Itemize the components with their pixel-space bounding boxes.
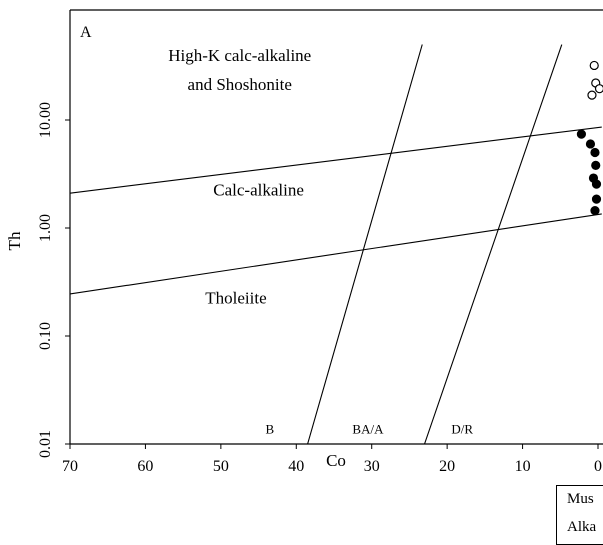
x-tick-label: 30	[364, 458, 380, 475]
open-circle-point	[594, 84, 603, 94]
field-label: Tholeiite	[205, 288, 266, 307]
boundary-line	[423, 44, 563, 444]
x-axis-title: Co	[326, 451, 346, 470]
legend-entry: Mus	[567, 491, 594, 507]
filled-circle-point	[590, 147, 600, 158]
x-tick-label: 60	[137, 458, 153, 475]
x-tick-label: 10	[515, 458, 531, 475]
filled-circle-point	[576, 129, 587, 139]
boundary-line	[70, 126, 602, 194]
field-label: High-K calc-alkaline	[168, 46, 311, 65]
y-tick-label: 0.10	[37, 322, 54, 350]
field-boundaries	[70, 44, 602, 444]
boundary-line	[70, 213, 602, 295]
y-tick-label: 10.00	[37, 102, 54, 138]
region-label: B	[266, 422, 275, 437]
filled-circle-point	[591, 194, 602, 204]
y-axis-title: Th	[5, 231, 24, 250]
field-labels: High-K calc-alkaline and Shoshonite Calc-a…	[168, 46, 473, 436]
open-circle-point	[589, 60, 599, 71]
x-tick-label: 50	[213, 458, 229, 475]
x-tick-label: 40	[288, 458, 304, 475]
filled-circle-point	[590, 205, 600, 216]
region-label: D/R	[451, 422, 473, 437]
y-ticks: 0.01 0.10 1.00 10.00	[37, 102, 70, 458]
open-circle-point	[587, 90, 597, 100]
x-tick-label: 20	[439, 458, 455, 475]
filled-circle-point	[591, 160, 601, 170]
y-tick-label: 0.01	[37, 430, 54, 458]
field-label: and Shoshonite	[188, 75, 292, 94]
x-tick-label: 70	[62, 458, 78, 475]
field-label: Calc-alkaline	[213, 180, 304, 199]
boundary-line	[307, 44, 423, 444]
x-tick-label: 0	[594, 458, 602, 475]
filled-circle-point	[591, 179, 602, 189]
x-ticks: 70 60 50 40 30 20 10 0	[62, 444, 602, 475]
panel-label: A	[80, 24, 92, 41]
plot-frame	[69, 9, 603, 445]
legend-box: Mus Alka	[556, 485, 603, 545]
y-tick-label: 1.00	[37, 214, 54, 242]
data-points	[576, 60, 603, 216]
region-label: BA/A	[352, 422, 384, 437]
legend-entry: Alka	[567, 519, 597, 535]
filled-circle-point	[585, 139, 596, 149]
